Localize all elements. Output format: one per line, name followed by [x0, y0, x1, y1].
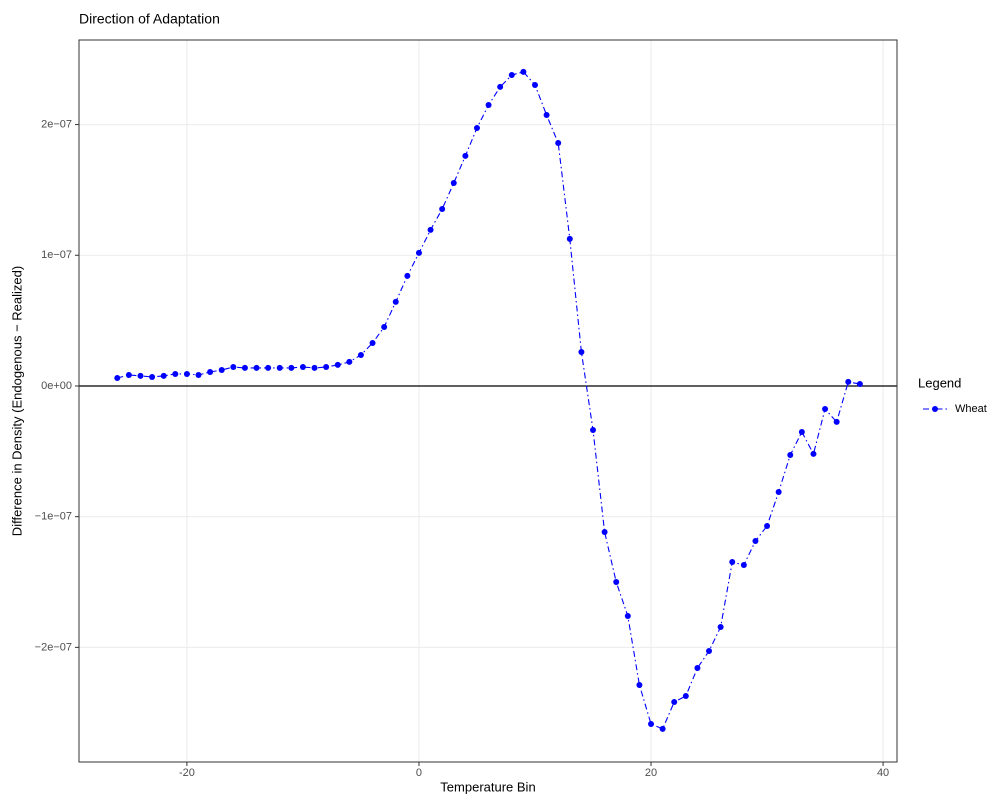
data-point: [787, 451, 794, 458]
data-point: [520, 68, 527, 75]
data-point: [729, 559, 736, 566]
series-line: [117, 71, 860, 730]
legend-label: Wheat: [955, 403, 987, 415]
data-point: [694, 665, 701, 672]
data-point: [195, 371, 202, 378]
data-point: [659, 725, 666, 732]
data-point: [450, 179, 457, 186]
data-point: [752, 537, 759, 544]
data-point: [299, 364, 306, 371]
data-point: [764, 522, 771, 529]
data-point: [822, 405, 829, 412]
data-point: [543, 112, 550, 119]
data-point: [462, 152, 469, 159]
data-point: [810, 450, 817, 457]
data-point: [624, 613, 631, 620]
data-point: [230, 364, 237, 371]
data-point: [114, 374, 121, 381]
y-tick-label: 2e−07: [41, 118, 72, 130]
data-point: [276, 364, 283, 371]
data-point: [497, 83, 504, 90]
legend-title: Legend: [918, 375, 961, 390]
data-point: [172, 370, 179, 377]
data-point: [288, 364, 295, 371]
data-point: [334, 361, 341, 368]
data-point: [160, 372, 167, 379]
x-tick-label: -20: [179, 767, 195, 779]
y-tick-label: −2e−07: [35, 641, 72, 653]
data-point: [706, 648, 713, 655]
data-point: [578, 348, 585, 355]
data-point: [717, 623, 724, 630]
data-point: [125, 371, 132, 378]
data-point: [845, 378, 852, 385]
data-point: [183, 370, 190, 377]
data-point: [346, 358, 353, 365]
data-point: [207, 368, 214, 375]
data-point: [241, 364, 248, 371]
x-axis-label: Temperature Bin: [440, 779, 535, 794]
data-point: [137, 372, 144, 379]
data-point: [392, 298, 399, 305]
data-point: [648, 720, 655, 727]
data-point: [265, 364, 272, 371]
data-point: [508, 72, 515, 79]
data-point: [775, 488, 782, 495]
data-point: [531, 81, 538, 88]
data-point: [798, 428, 805, 435]
data-point: [439, 205, 446, 212]
data-point: [473, 124, 480, 131]
data-point: [427, 226, 434, 233]
y-tick-label: 1e−07: [41, 249, 72, 261]
data-point: [566, 235, 573, 242]
x-tick-label: 40: [877, 767, 889, 779]
data-point: [323, 364, 330, 371]
y-axis-label: Difference in Density (Endogenous − Real…: [9, 266, 24, 536]
data-point: [601, 528, 608, 535]
data-point: [357, 351, 364, 358]
data-point: [613, 579, 620, 586]
panel-border: [78, 39, 898, 763]
chart-title: Direction of Adaptation: [79, 11, 220, 27]
data-point: [856, 381, 863, 388]
x-tick-label: 0: [416, 767, 422, 779]
data-point: [671, 699, 678, 706]
data-point: [311, 364, 318, 371]
data-point: [369, 339, 376, 346]
data-point: [253, 364, 260, 371]
data-point: [636, 682, 643, 689]
y-tick-label: −1e−07: [35, 511, 72, 523]
data-point: [740, 562, 747, 569]
x-tick-label: 20: [645, 767, 657, 779]
data-point: [149, 373, 156, 380]
data-point: [833, 418, 840, 425]
data-point: [218, 367, 225, 374]
data-point: [485, 101, 492, 108]
data-point: [682, 692, 689, 699]
y-tick-label: 0e+00: [41, 380, 72, 392]
data-point: [555, 139, 562, 146]
legend-key-point: [932, 406, 938, 412]
data-point: [404, 272, 411, 279]
data-point: [590, 427, 597, 434]
data-point: [415, 249, 422, 256]
data-point: [381, 324, 388, 331]
